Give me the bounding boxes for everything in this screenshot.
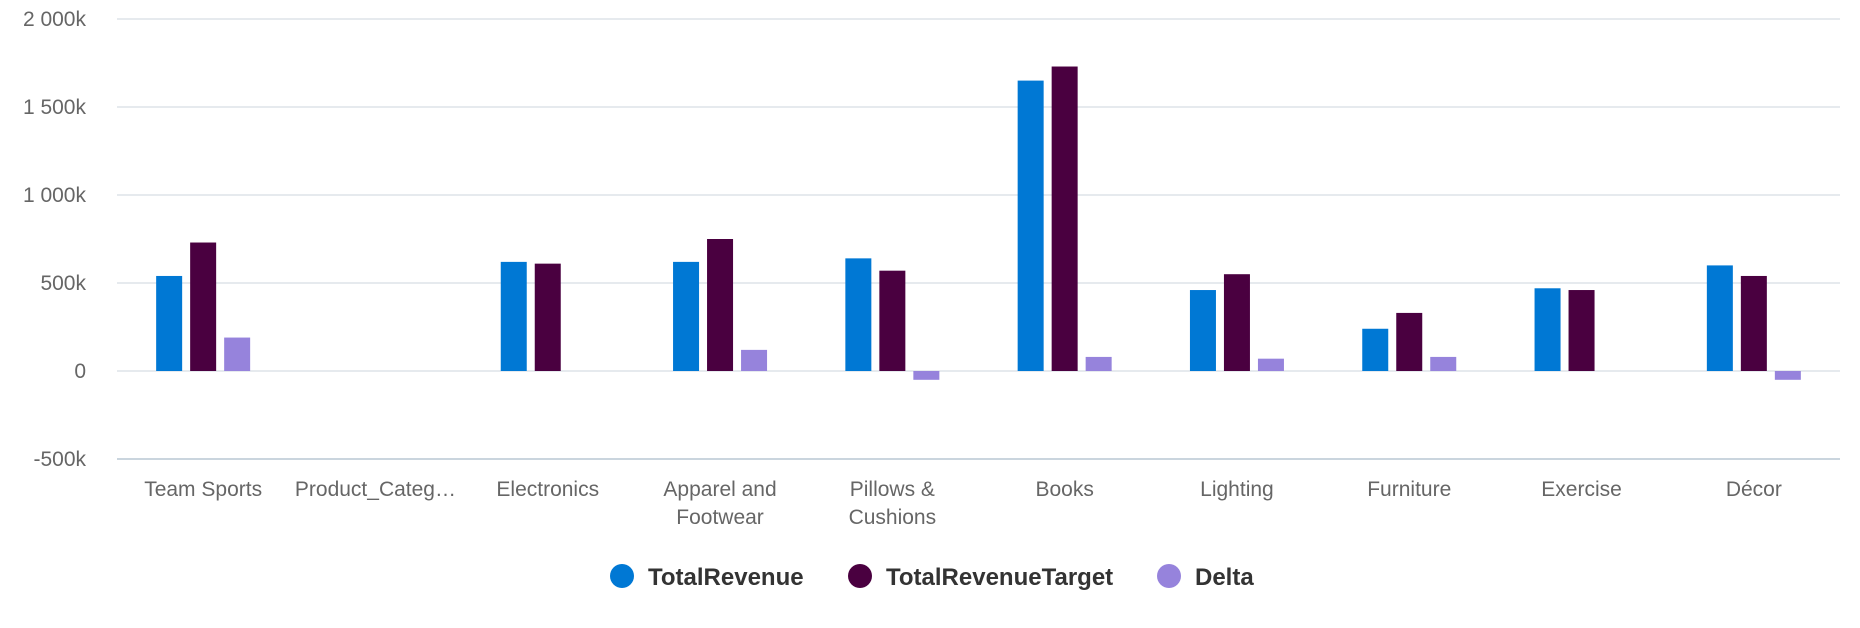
x-category-label: Exercise (1541, 478, 1622, 501)
bar-totalrevenuetarget-0[interactable] (190, 242, 217, 371)
bar-totalrevenuetarget-2[interactable] (534, 263, 561, 371)
bar-totalrevenue-0[interactable] (156, 275, 183, 371)
bar-totalrevenue-5[interactable] (1017, 80, 1044, 371)
bar-totalrevenue-6[interactable] (1189, 290, 1216, 371)
legend-marker-totalrevenue[interactable] (610, 564, 634, 588)
x-category-label: Furniture (1367, 478, 1451, 501)
legend-label-totalrevenue[interactable]: TotalRevenue (648, 564, 804, 591)
bar-totalrevenue-7[interactable] (1362, 328, 1389, 371)
x-category-label: Cushions (849, 506, 937, 529)
bar-delta-7[interactable] (1430, 356, 1457, 371)
x-category-label: Product_Categ… (295, 478, 456, 501)
y-tick-label: -500k (33, 448, 86, 471)
x-category-label: Décor (1726, 478, 1782, 501)
bar-totalrevenuetarget-7[interactable] (1396, 312, 1423, 371)
bar-delta-4[interactable] (913, 371, 940, 380)
bars (156, 66, 1801, 380)
bar-totalrevenue-2[interactable] (500, 261, 527, 371)
legend-marker-delta[interactable] (1157, 564, 1181, 588)
x-category-label: Team Sports (144, 478, 262, 501)
legend-label-totalrevenuetarget[interactable]: TotalRevenueTarget (886, 564, 1113, 591)
bar-delta-6[interactable] (1257, 358, 1284, 371)
bar-totalrevenuetarget-8[interactable] (1568, 290, 1595, 371)
x-category-label: Pillows & (850, 478, 935, 501)
bar-totalrevenuetarget-5[interactable] (1051, 66, 1078, 372)
y-axis-ticks: 2 000k 1 500k 1 000k 500k 0 -500k (23, 8, 87, 471)
x-category-label: Lighting (1200, 478, 1274, 501)
y-tick-label: 1 500k (23, 96, 87, 119)
x-category-label: Apparel and (663, 478, 776, 501)
bar-totalrevenue-4[interactable] (845, 258, 872, 371)
bar-delta-0[interactable] (224, 337, 251, 371)
x-category-label: Books (1035, 478, 1093, 501)
bar-totalrevenuetarget-3[interactable] (707, 239, 734, 371)
x-category-label: Footwear (676, 506, 764, 529)
y-tick-label: 500k (40, 272, 86, 295)
bar-totalrevenue-8[interactable] (1534, 288, 1561, 371)
legend-label-delta[interactable]: Delta (1195, 564, 1254, 591)
gridlines (117, 18, 1840, 460)
bar-delta-5[interactable] (1085, 356, 1112, 371)
legend: TotalRevenue TotalRevenueTarget Delta (610, 564, 1254, 591)
bar-totalrevenue-3[interactable] (673, 261, 700, 371)
legend-marker-totalrevenuetarget[interactable] (848, 564, 872, 588)
y-tick-label: 2 000k (23, 8, 87, 31)
bar-delta-3[interactable] (741, 349, 768, 371)
bar-totalrevenue-9[interactable] (1706, 265, 1733, 371)
bar-totalrevenuetarget-6[interactable] (1223, 274, 1250, 371)
y-tick-label: 0 (74, 360, 86, 383)
x-axis-labels: Team Sports Product_Categ… Electronics Appa… (144, 478, 1782, 529)
bar-totalrevenuetarget-9[interactable] (1740, 275, 1767, 371)
bar-delta-9[interactable] (1774, 371, 1801, 380)
x-category-label: Electronics (496, 478, 599, 501)
bar-totalrevenuetarget-4[interactable] (879, 270, 906, 371)
y-tick-label: 1 000k (23, 184, 87, 207)
